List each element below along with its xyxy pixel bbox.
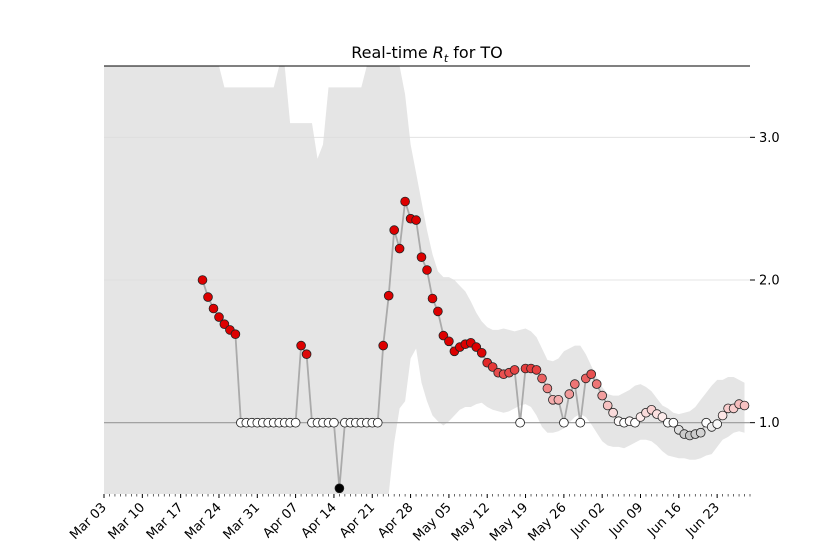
x-tick-label: Jun 16 (644, 500, 684, 540)
data-point (553, 394, 564, 405)
data-point (515, 417, 525, 428)
x-tick-label: Apr 07 (260, 500, 301, 541)
chart-title-symbol: R (433, 43, 444, 62)
data-point (712, 419, 722, 429)
data-point (400, 196, 410, 207)
data-point (214, 312, 224, 322)
data-point (422, 265, 432, 275)
data-point (657, 412, 668, 422)
data-point (427, 293, 438, 304)
data-point (717, 410, 728, 421)
data-point (569, 379, 580, 389)
x-tick-label: Mar 24 (182, 500, 225, 543)
data-point (531, 365, 542, 375)
chart-title: Real-time Rt for TO (351, 43, 503, 65)
x-tick-label: Apr 14 (299, 500, 340, 541)
data-point (301, 349, 312, 360)
data-point (591, 379, 602, 389)
data-point (438, 330, 449, 341)
data-point (542, 383, 553, 394)
data-point (334, 483, 345, 494)
data-point (383, 290, 394, 301)
x-tick-label: May 26 (525, 500, 569, 544)
chart-title-subscript: t (444, 52, 449, 65)
data-point (389, 225, 400, 235)
x-tick-label: Apr 28 (375, 500, 416, 541)
x-tick-label: Jun 09 (606, 500, 646, 540)
data-point (208, 303, 219, 314)
data-point (537, 373, 547, 384)
data-point (296, 340, 306, 351)
x-tick-label: May 12 (449, 500, 493, 544)
data-point (602, 400, 613, 411)
data-point (230, 329, 241, 340)
x-tick-label: Apr 21 (337, 500, 378, 541)
data-point (433, 306, 443, 317)
data-point (487, 362, 498, 372)
data-point (630, 417, 640, 428)
data-point (476, 347, 487, 358)
chart-title-main: Real-time (351, 43, 433, 62)
data-point (394, 243, 405, 254)
y-tick-label: 2.0 (759, 274, 780, 289)
x-tick-label: Mar 10 (106, 500, 149, 543)
data-point (203, 292, 213, 302)
data-point (416, 252, 427, 263)
x-tick-label: May 05 (410, 500, 454, 544)
data-point (372, 417, 383, 428)
data-point (411, 215, 421, 225)
data-point (597, 390, 607, 401)
data-point (608, 407, 618, 418)
data-point (197, 275, 208, 285)
data-point (575, 417, 586, 428)
x-tick-label: Mar 31 (221, 500, 264, 543)
x-tick-label: Jun 02 (568, 500, 608, 540)
chart-title-suffix: for TO (448, 43, 503, 62)
data-point (695, 427, 706, 438)
data-point (509, 365, 520, 375)
x-tick-label: May 19 (487, 500, 531, 544)
data-point (329, 417, 339, 428)
data-point (739, 400, 750, 411)
data-point (444, 336, 454, 347)
x-tick-label: Mar 03 (67, 500, 110, 543)
data-point (586, 369, 596, 380)
data-point (219, 319, 230, 330)
data-point (378, 340, 389, 351)
data-point (564, 389, 575, 399)
x-tick-label: Mar 17 (144, 500, 187, 543)
data-point (668, 417, 679, 428)
data-point (559, 417, 569, 428)
x-tick-label: Jun 23 (683, 500, 723, 540)
y-tick-label: 3.0 (759, 131, 780, 146)
y-tick-label: 1.0 (759, 416, 780, 431)
data-point (290, 417, 301, 428)
